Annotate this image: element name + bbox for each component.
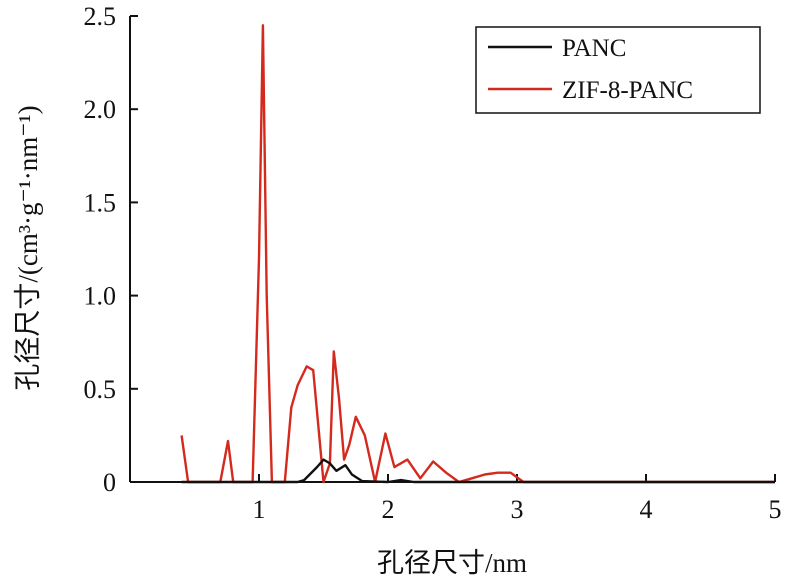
y-tick-label: 0 xyxy=(103,468,116,497)
legend: PANC ZIF-8-PANC xyxy=(475,26,761,114)
series-line-zif-8-panc xyxy=(180,24,775,484)
x-axis-label: 孔径尺寸/nm xyxy=(377,548,527,578)
series-line-panc xyxy=(181,458,775,484)
y-tick-label: 2.0 xyxy=(84,95,117,124)
x-tick-label: 3 xyxy=(511,495,524,524)
legend-label: PANC xyxy=(562,35,626,62)
x-tick-label: 1 xyxy=(253,495,266,524)
y-tick-label: 1.0 xyxy=(84,282,117,311)
y-tick-label: 2.5 xyxy=(84,2,117,31)
x-tick-label: 2 xyxy=(382,495,395,524)
x-tick-label: 5 xyxy=(769,495,782,524)
legend-box xyxy=(475,26,761,114)
axes: 1 2 3 4 5 0 0.5 1.0 1.5 2.0 2.5 xyxy=(84,2,782,524)
legend-label: ZIF-8-PANC xyxy=(562,77,693,104)
y-axis-label: 孔径尺寸/(cm³·g⁻¹·nm⁻¹) xyxy=(13,105,43,390)
x-tick-label: 4 xyxy=(640,495,653,524)
series-layer xyxy=(180,24,775,484)
y-tick-label: 0.5 xyxy=(84,375,117,404)
y-tick-label: 1.5 xyxy=(84,188,117,217)
